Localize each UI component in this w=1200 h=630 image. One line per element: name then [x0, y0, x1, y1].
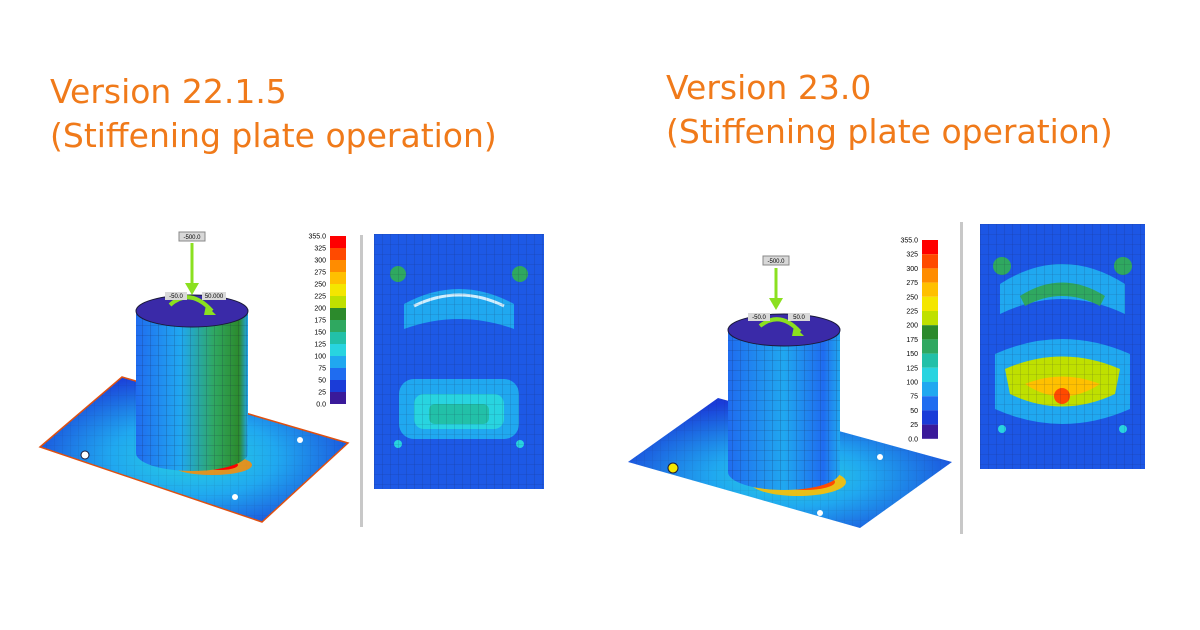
moment-label-a: -50.0 — [169, 294, 183, 300]
legend-swatch — [330, 260, 346, 272]
legend-label: 175 — [314, 318, 326, 325]
left-heading: Version 22.1.5 (Stiffening plate operati… — [50, 70, 497, 158]
legend-swatch — [330, 344, 346, 356]
legend-swatch — [330, 236, 346, 248]
right-divider — [960, 222, 963, 534]
legend-swatch — [922, 339, 938, 354]
left-divider — [360, 235, 363, 527]
legend-label: 225 — [314, 294, 326, 301]
legend-swatch — [922, 382, 938, 397]
legend-label: 75 — [318, 366, 326, 373]
legend-swatch — [330, 356, 346, 368]
legend-label: 300 — [314, 258, 326, 265]
right-heading: Version 23.0 (Stiffening plate operation… — [666, 66, 1113, 154]
legend-swatch — [922, 353, 938, 368]
left-plate-view — [374, 234, 544, 489]
legend-swatch — [922, 282, 938, 297]
legend-label: 150 — [906, 351, 918, 358]
left-subtitle: (Stiffening plate operation) — [50, 116, 497, 155]
legend-swatch — [330, 272, 346, 284]
legend-label: 355.0 — [900, 238, 918, 245]
legend-swatch — [922, 254, 938, 269]
legend-label: 100 — [314, 354, 326, 361]
legend-swatch — [330, 248, 346, 260]
left-3d-model: -500.0 -50.0 50.000 — [38, 231, 350, 523]
legend-swatch — [330, 308, 346, 320]
legend-label: 125 — [314, 342, 326, 349]
left-color-legend: 355.0 325 300 275 250 225 200 175 150 125 100 75 50 2… — [308, 234, 346, 409]
legend-swatch — [922, 325, 938, 340]
legend-swatch — [922, 311, 938, 326]
legend-swatch — [922, 240, 938, 255]
bolt-hole — [667, 462, 679, 474]
right-3d-model: -500.0 -50.0 50.0 — [628, 255, 952, 528]
legend-swatch — [922, 367, 938, 382]
legend-swatch — [330, 284, 346, 296]
moment-label-a: -50.0 — [752, 315, 766, 321]
left-title: Version 22.1.5 — [50, 72, 287, 111]
legend-label: 325 — [906, 252, 918, 259]
bolt-hole — [232, 494, 238, 500]
legend-swatch — [922, 296, 938, 311]
legend-label: 25 — [318, 390, 326, 397]
legend-label: 50 — [910, 408, 918, 415]
legend-label: 300 — [906, 266, 918, 273]
legend-swatch — [330, 368, 346, 380]
legend-label: 125 — [906, 365, 918, 372]
legend-label: 150 — [314, 330, 326, 337]
legend-swatch — [330, 380, 346, 392]
legend-label: 250 — [314, 282, 326, 289]
right-title: Version 23.0 — [666, 68, 872, 107]
legend-label: 200 — [906, 323, 918, 330]
moment-label-b: 50.0 — [793, 315, 805, 321]
legend-swatch — [922, 410, 938, 425]
legend-label: 355.0 — [308, 234, 326, 241]
legend-swatch — [330, 320, 346, 332]
legend-label: 250 — [906, 294, 918, 301]
force-label: -500.0 — [767, 259, 785, 265]
legend-label: 50 — [318, 378, 326, 385]
legend-label: 0.0 — [908, 436, 918, 443]
bolt-hole — [817, 510, 823, 516]
legend-swatch — [330, 296, 346, 308]
legend-label: 325 — [314, 246, 326, 253]
legend-swatch — [922, 424, 938, 439]
legend-label: 100 — [906, 380, 918, 387]
bolt-hole — [877, 454, 883, 460]
legend-label: 275 — [906, 280, 918, 287]
cylinder-top — [727, 313, 841, 347]
legend-swatch — [922, 396, 938, 411]
legend-swatch — [330, 392, 346, 404]
bolt-hole — [297, 437, 303, 443]
legend-label: 200 — [314, 306, 326, 313]
right-color-legend: 355.0 325 300 275 250 225 200 175 150 125 100 75 50 2… — [900, 238, 938, 443]
right-plate-view — [980, 224, 1145, 469]
right-subtitle: (Stiffening plate operation) — [666, 112, 1113, 151]
legend-swatch — [330, 332, 346, 344]
legend-label: 25 — [910, 422, 918, 429]
moment-label-b: 50.000 — [205, 294, 224, 300]
legend-label: 175 — [906, 337, 918, 344]
legend-swatch — [922, 268, 938, 283]
legend-label: 0.0 — [316, 402, 326, 409]
bolt-hole — [80, 450, 90, 460]
legend-label: 275 — [314, 270, 326, 277]
force-label: -500.0 — [183, 235, 201, 241]
legend-label: 75 — [910, 394, 918, 401]
legend-label: 225 — [906, 309, 918, 316]
